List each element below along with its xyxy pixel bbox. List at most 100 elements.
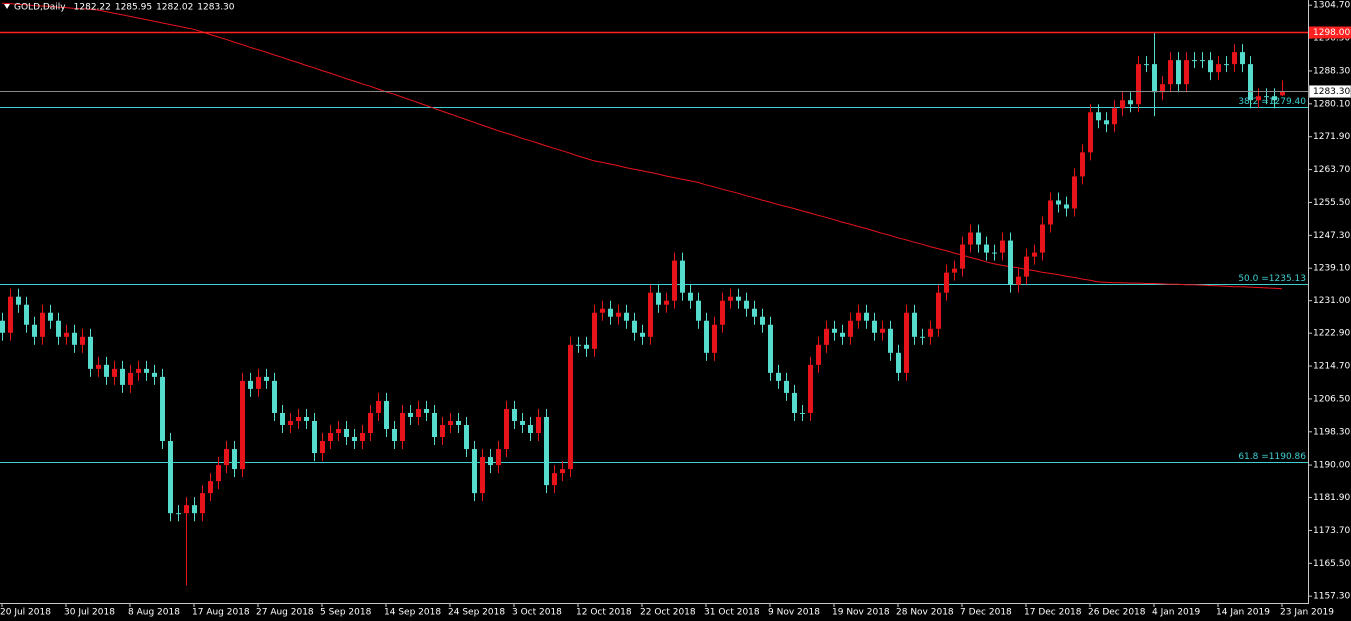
- x-tick-label: 28 Nov 2018: [896, 608, 954, 618]
- candle-body: [120, 368, 125, 385]
- candle-body: [1152, 64, 1157, 93]
- y-tick-label: 1263.70: [1313, 165, 1350, 175]
- candle-body: [832, 328, 837, 333]
- candle-body: [176, 513, 181, 515]
- resistance-label: 1298.00: [1313, 28, 1350, 38]
- x-tick-label: 27 Aug 2018: [256, 608, 314, 618]
- candle-body: [792, 392, 797, 413]
- candle-body: [864, 312, 869, 321]
- y-tick-label: 1255.50: [1313, 198, 1350, 208]
- candle-body: [480, 457, 485, 494]
- candle-body: [96, 364, 101, 369]
- candle-body: [304, 416, 309, 421]
- x-tick-label: 31 Oct 2018: [704, 608, 760, 618]
- candle-body: [464, 424, 469, 450]
- candle-body: [184, 505, 189, 514]
- candle-body: [160, 376, 165, 442]
- candle-body: [312, 420, 317, 454]
- candle-body: [384, 400, 389, 429]
- candle-body: [16, 296, 21, 305]
- candle-body: [592, 312, 597, 349]
- x-tick-label: 7 Dec 2018: [960, 608, 1012, 618]
- x-tick-label: 20 Jul 2018: [0, 608, 51, 618]
- x-tick-label: 24 Sep 2018: [448, 608, 505, 618]
- candle-body: [696, 300, 701, 321]
- candle-body: [800, 412, 805, 414]
- candle-body: [1168, 60, 1173, 85]
- candle-body: [984, 244, 989, 253]
- candle-body: [72, 332, 77, 345]
- x-tick-label: 23 Jan 2019: [1280, 608, 1334, 618]
- header-value: 1282.22: [74, 3, 111, 13]
- candle-body: [88, 336, 93, 369]
- price-box: [1308, 85, 1351, 98]
- candle-body: [944, 272, 949, 293]
- candle-body: [400, 412, 405, 442]
- x-tick-label: 17 Dec 2018: [1024, 608, 1082, 618]
- candle-body: [808, 364, 813, 413]
- candle-body: [1040, 224, 1045, 253]
- candle-body: [720, 300, 725, 325]
- candle-body: [24, 304, 29, 325]
- candle-body: [856, 312, 861, 321]
- x-tick-label: 19 Nov 2018: [832, 608, 890, 618]
- candle-body: [896, 352, 901, 373]
- x-tick-label: 17 Aug 2018: [192, 608, 250, 618]
- candle-body: [80, 336, 85, 345]
- y-tick-label: 1206.50: [1313, 394, 1350, 404]
- candle-body: [200, 493, 205, 514]
- y-tick-label: 1231.00: [1313, 296, 1350, 306]
- candle-body: [1032, 252, 1037, 257]
- candle-body: [888, 328, 893, 353]
- candle-body: [1248, 64, 1253, 101]
- candle-body: [992, 252, 997, 254]
- candle-body: [1080, 152, 1085, 177]
- candle-body: [192, 505, 197, 514]
- candle-body: [576, 344, 581, 346]
- candle-body: [240, 380, 245, 470]
- candle-body: [1016, 276, 1021, 285]
- candle-body: [8, 296, 13, 333]
- candle-body: [952, 268, 957, 273]
- candle-body: [608, 308, 613, 317]
- x-tick-label: 22 Oct 2018: [640, 608, 696, 618]
- candle-body: [1200, 60, 1205, 62]
- candle-body: [816, 344, 821, 365]
- candle-body: [1064, 204, 1069, 209]
- candle-body: [104, 364, 109, 377]
- candle-body: [512, 408, 517, 421]
- candle-body: [48, 312, 53, 321]
- plot-area: 38.2 =1279.40 50.0 =1235.13 61.8 =1190.86: [0, 2, 1308, 586]
- candle-body: [128, 372, 133, 385]
- candle-body: [1024, 256, 1029, 277]
- candle-body: [488, 457, 493, 466]
- x-tick-label: 26 Dec 2018: [1088, 608, 1146, 618]
- candle-body: [672, 260, 677, 301]
- candle-body: [1120, 100, 1125, 109]
- candle-body: [928, 328, 933, 337]
- y-tick-label: 1181.90: [1313, 493, 1350, 503]
- candle-body: [904, 312, 909, 373]
- candle-body: [624, 312, 629, 321]
- x-tick-label: 14 Sep 2018: [384, 608, 441, 618]
- candle-body: [448, 420, 453, 425]
- candle-body: [1000, 240, 1005, 253]
- candle-body: [912, 312, 917, 337]
- header-value: 1282.02: [156, 3, 193, 13]
- candle-body: [272, 380, 277, 413]
- candle-body: [264, 376, 269, 381]
- candle-body: [456, 420, 461, 425]
- candle-body: [504, 408, 509, 450]
- candle-body: [208, 481, 213, 494]
- y-tick-label: 1198.30: [1313, 427, 1350, 437]
- candle-body: [152, 372, 157, 377]
- candle-body: [968, 232, 973, 245]
- y-tick-label: 1271.90: [1313, 132, 1350, 142]
- menu-arrow[interactable]: [4, 4, 10, 9]
- candle-body: [544, 416, 549, 486]
- candle-body: [752, 308, 757, 317]
- candle-body: [960, 244, 965, 269]
- candle-body: [1144, 64, 1149, 66]
- y-tick-label: 1239.10: [1313, 264, 1350, 274]
